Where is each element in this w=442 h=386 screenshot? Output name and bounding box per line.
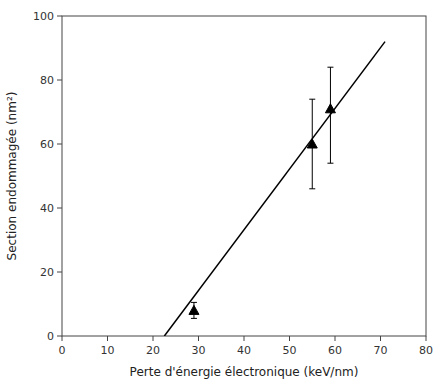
y-tick bbox=[57, 208, 62, 209]
x-tick-label: 70 bbox=[374, 344, 388, 357]
x-tick bbox=[153, 336, 154, 341]
x-tick bbox=[244, 336, 245, 341]
x-axis-label: Perte d'énergie électronique (keV/nm) bbox=[130, 365, 359, 379]
error-cap bbox=[327, 163, 333, 164]
x-tick-label: 10 bbox=[101, 344, 115, 357]
y-tick-label: 80 bbox=[40, 74, 54, 87]
y-tick-label: 60 bbox=[40, 138, 54, 151]
x-tick-label: 80 bbox=[419, 344, 433, 357]
x-tick-label: 60 bbox=[328, 344, 342, 357]
error-cap bbox=[309, 188, 315, 189]
x-tick-label: 0 bbox=[59, 344, 66, 357]
x-tick bbox=[380, 336, 381, 341]
error-cap bbox=[309, 99, 315, 100]
x-tick-label: 40 bbox=[237, 344, 251, 357]
fit-line bbox=[164, 42, 385, 336]
point bbox=[307, 139, 317, 148]
y-tick-label: 0 bbox=[47, 330, 54, 343]
y-tick bbox=[57, 16, 62, 17]
error-bar bbox=[327, 67, 333, 163]
error-stem bbox=[330, 67, 331, 163]
x-tick bbox=[62, 336, 63, 341]
chart: 0 10 20 30 40 50 60 70 80 0 20 40 60 80 100 Perte d'éne… bbox=[0, 0, 442, 386]
x-tick-label: 50 bbox=[283, 344, 297, 357]
x-tick bbox=[335, 336, 336, 341]
y-tick bbox=[57, 80, 62, 81]
x-tick-label: 30 bbox=[192, 344, 206, 357]
plot-frame bbox=[62, 16, 426, 336]
x-tick bbox=[107, 336, 108, 341]
y-axis-label: Section endommagée (nm²) bbox=[5, 92, 19, 261]
error-cap bbox=[327, 67, 333, 68]
point bbox=[325, 104, 335, 113]
y-tick bbox=[57, 144, 62, 145]
y-tick bbox=[57, 336, 62, 337]
error-cap bbox=[191, 302, 197, 303]
error-cap bbox=[191, 318, 197, 319]
y-tick-label: 100 bbox=[33, 10, 54, 23]
y-tick-label: 40 bbox=[40, 202, 54, 215]
point bbox=[189, 305, 199, 314]
x-tick bbox=[289, 336, 290, 341]
plot-area bbox=[164, 42, 385, 336]
x-tick bbox=[198, 336, 199, 341]
y-tick bbox=[57, 272, 62, 273]
y-tick-label: 20 bbox=[40, 266, 54, 279]
x-tick bbox=[426, 336, 427, 341]
x-tick-label: 20 bbox=[146, 344, 160, 357]
chart-container: 0 10 20 30 40 50 60 70 80 0 20 40 60 80 100 Perte d'éne… bbox=[0, 0, 442, 386]
